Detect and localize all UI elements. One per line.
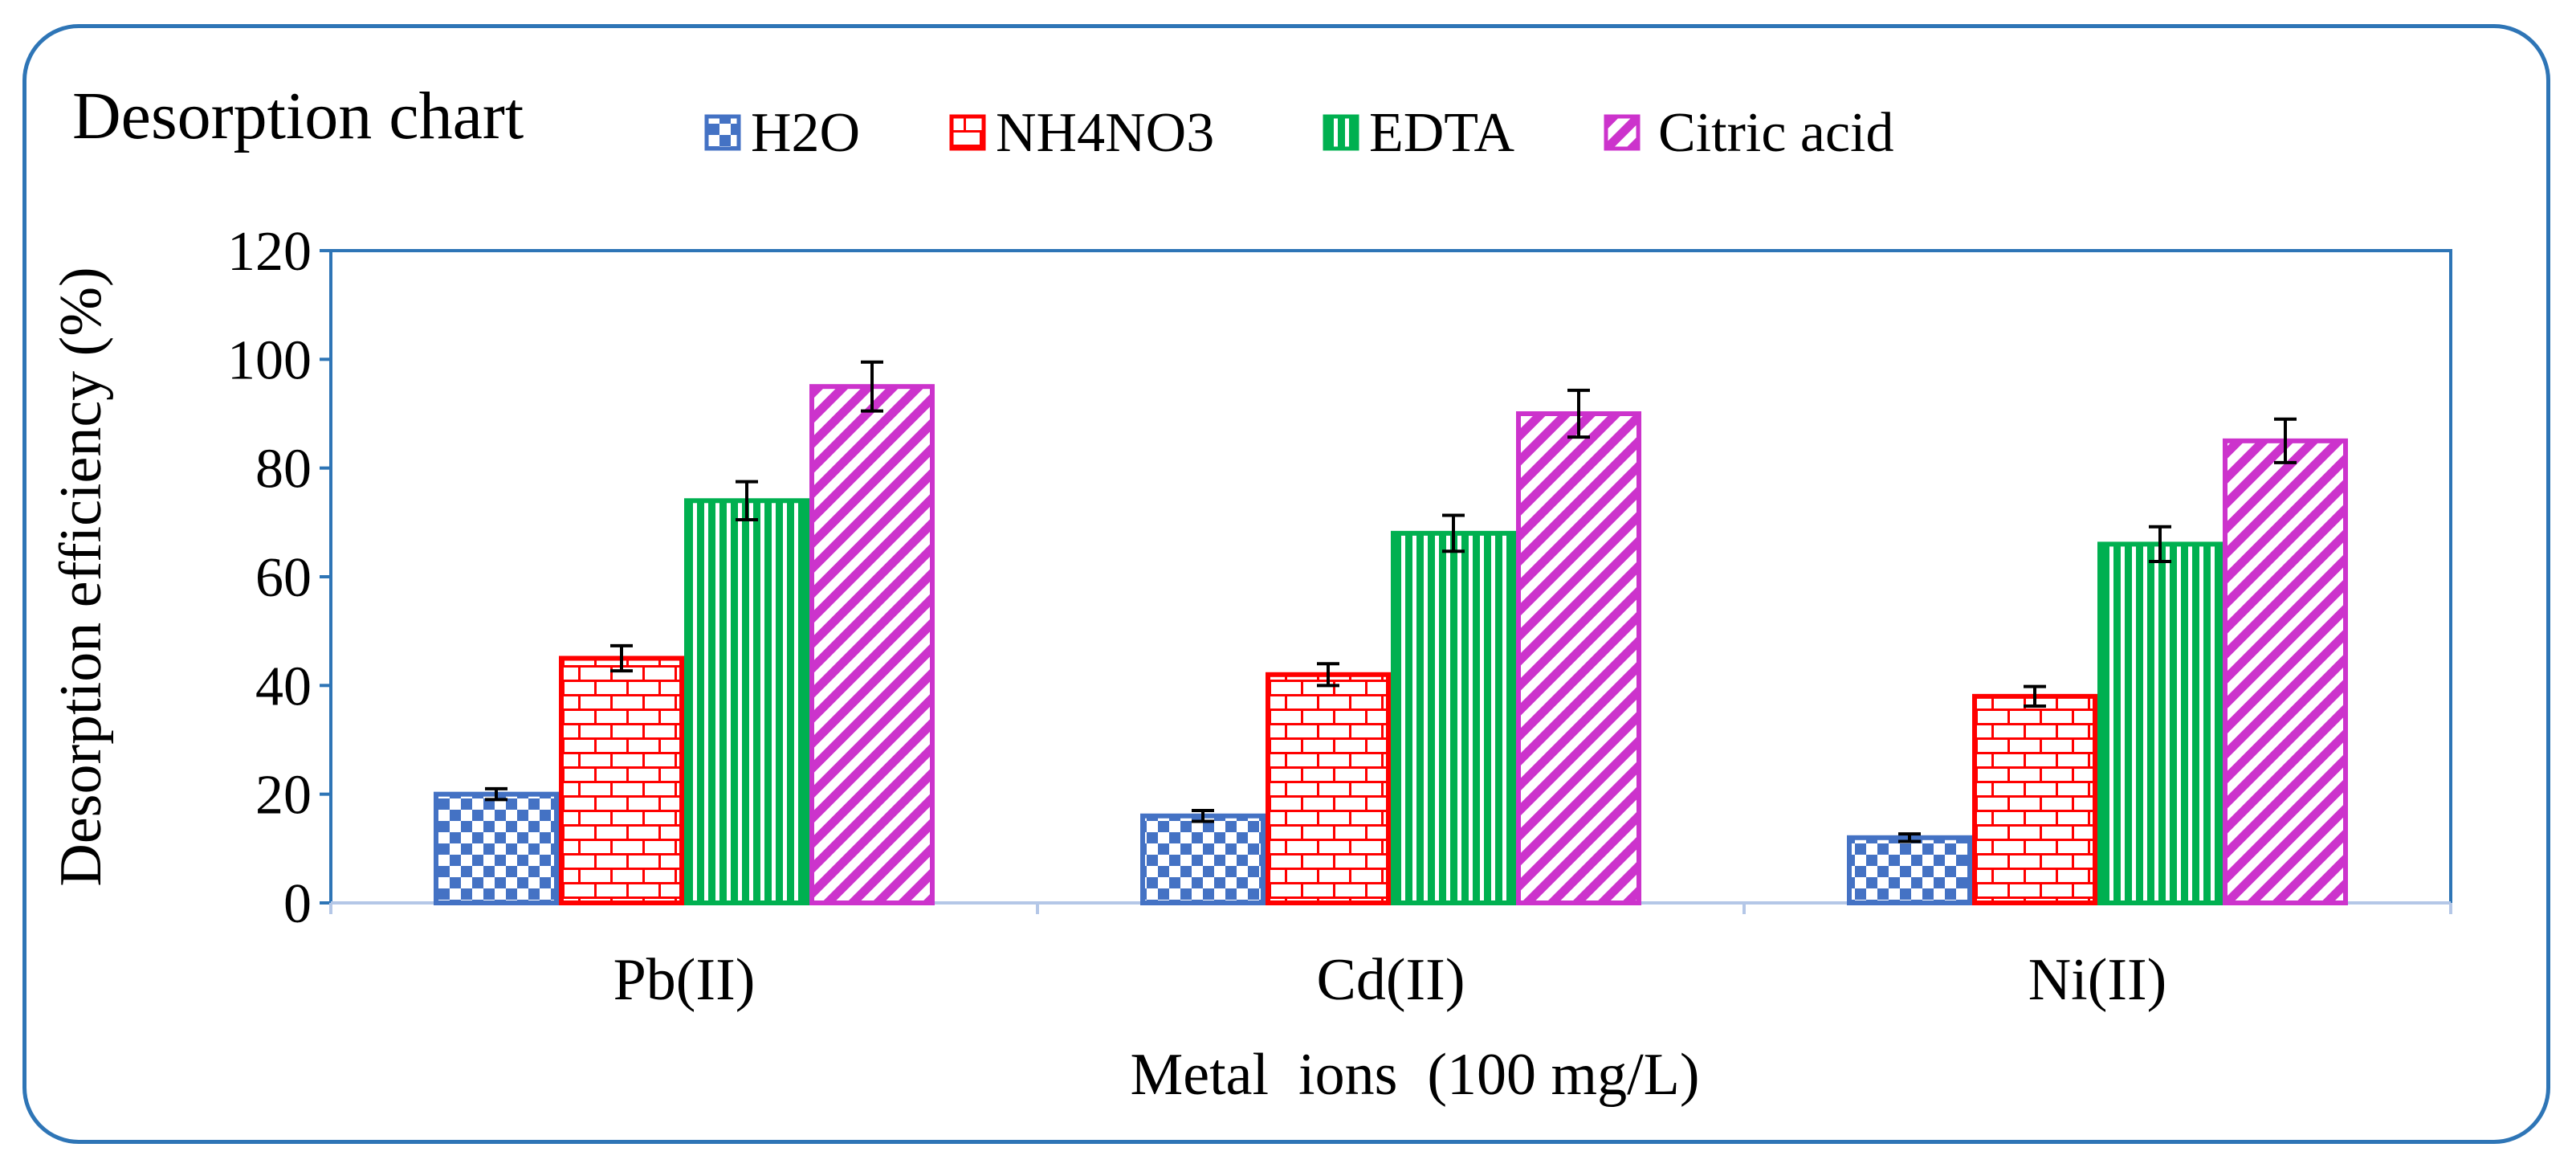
y-axis-title: Desorption efficiency (%) xyxy=(48,267,114,886)
legend: H2O NH4NO3 EDTA Citric acid xyxy=(704,102,1894,164)
y-tick-label: 60 xyxy=(255,547,312,609)
bar-edta xyxy=(1391,530,1516,905)
y-tick-label: 0 xyxy=(283,873,312,935)
bar-citric-acid xyxy=(809,384,935,905)
chart-title: Desorption chart xyxy=(72,79,524,153)
legend-swatch-edta xyxy=(1323,114,1359,151)
legend-label-citric-acid: Citric acid xyxy=(1658,102,1894,164)
y-tick-label: 20 xyxy=(255,765,312,827)
legend-label-nh4no3: NH4NO3 xyxy=(996,102,1214,164)
legend-swatch-h2o xyxy=(704,114,741,151)
bar-h2o xyxy=(1847,835,1972,906)
x-axis-title: Metal ions (100 mg/L) xyxy=(1130,1042,1699,1108)
legend-label-h2o: H2O xyxy=(751,102,860,164)
y-tick-label: 120 xyxy=(227,221,312,283)
y-tick-label: 100 xyxy=(227,329,312,391)
x-tick-label: Ni(II) xyxy=(2028,947,2167,1013)
bar-nh4no3 xyxy=(1972,693,2097,905)
y-tick-label: 40 xyxy=(255,655,312,717)
y-tick-label: 80 xyxy=(255,439,312,500)
bar-citric-acid xyxy=(1516,411,1641,905)
bar-h2o xyxy=(1140,813,1266,906)
bar-edta xyxy=(2097,541,2223,906)
x-tick-label: Cd(II) xyxy=(1317,947,1465,1013)
legend-swatch-citric-acid xyxy=(1604,114,1641,151)
bar-h2o xyxy=(434,791,559,906)
bar-nh4no3 xyxy=(559,655,684,905)
bar-edta xyxy=(684,498,809,905)
bar-nh4no3 xyxy=(1266,672,1391,905)
legend-label-edta: EDTA xyxy=(1369,102,1514,164)
legend-swatch-nh4no3 xyxy=(949,114,986,151)
bar-citric-acid xyxy=(2223,438,2348,905)
x-tick-label: Pb(II) xyxy=(613,947,756,1013)
